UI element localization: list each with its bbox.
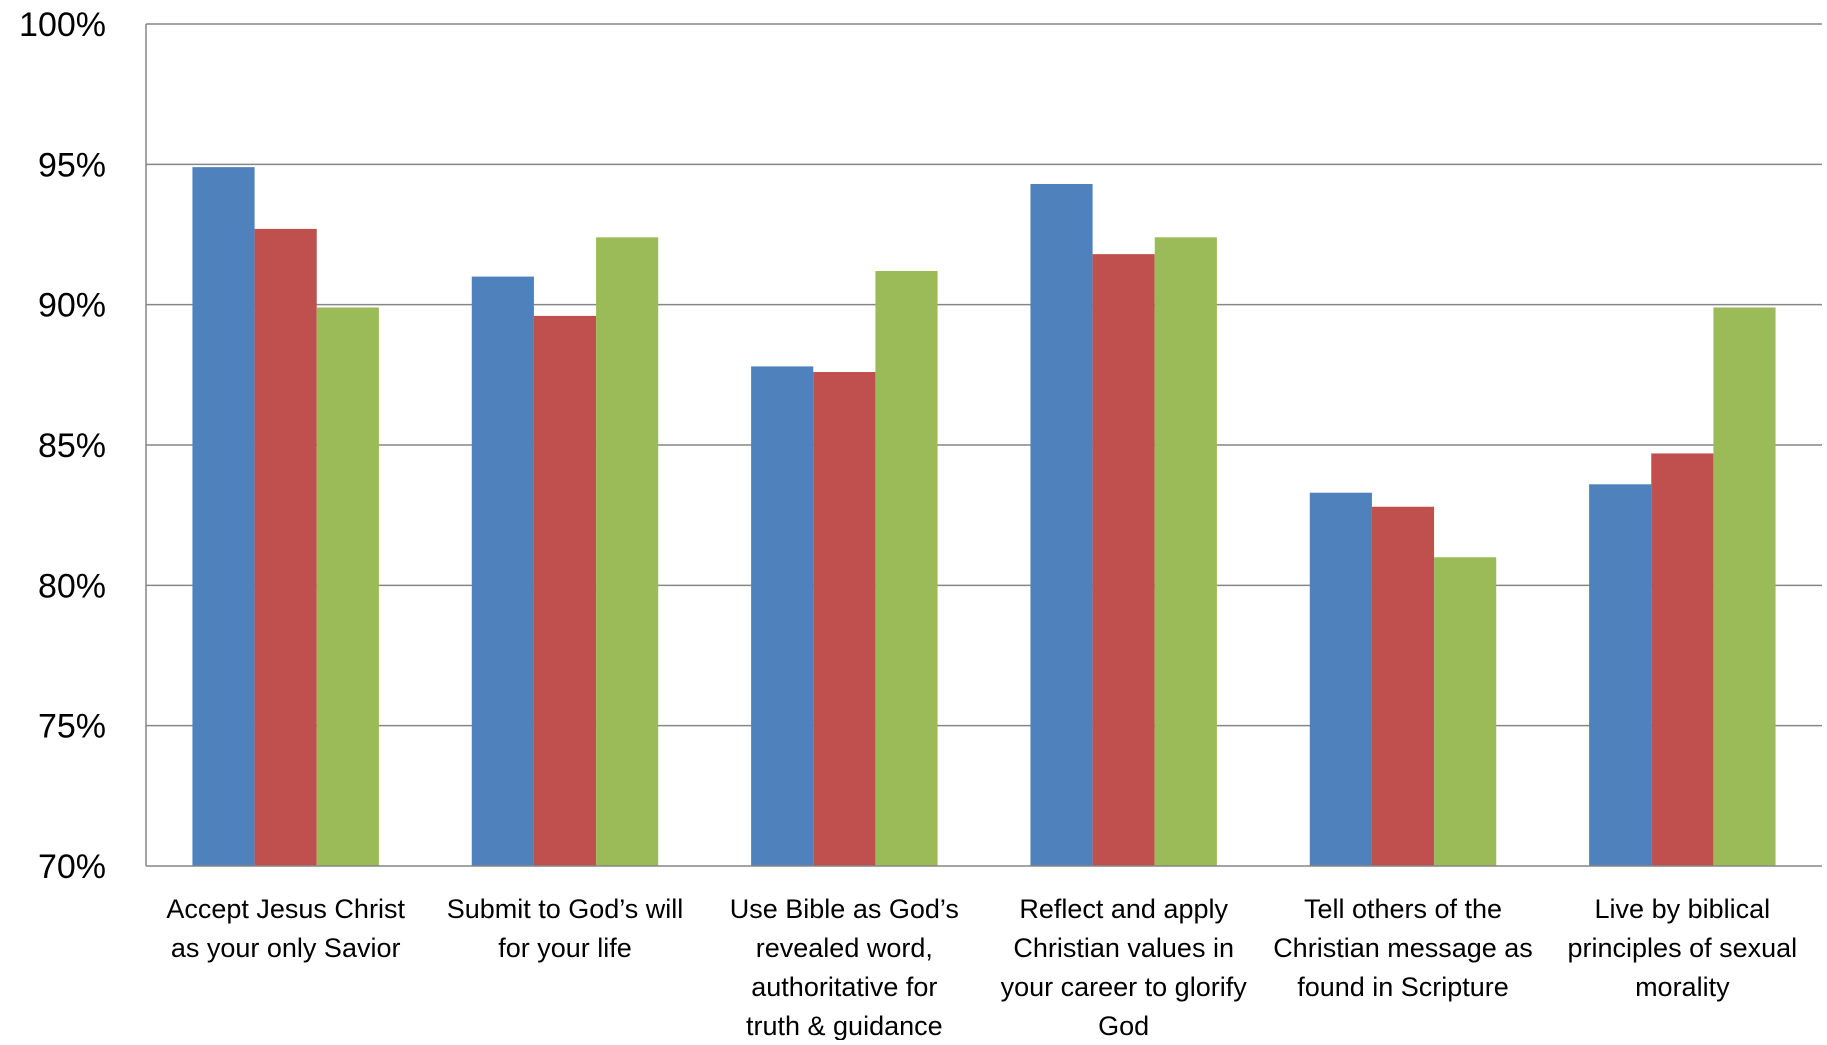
bar-series-1-category-2 — [471, 276, 534, 867]
x-category-label-line: found in Scripture — [1297, 972, 1509, 1002]
x-category-label: Reflect and apply Christian values in your… — [1001, 894, 1248, 1040]
bar-series-1-category-4 — [1030, 183, 1093, 867]
bar-series-2-category-4 — [1092, 254, 1155, 866]
x-category-label-line: Live by biblical — [1595, 894, 1771, 924]
x-category-label-line: Reflect and apply — [1019, 894, 1228, 924]
bar-series-3-category-3 — [875, 270, 938, 866]
bar-series-3-category-4 — [1154, 237, 1217, 867]
x-category-label: Accept Jesus Christ as your only Savior — [166, 894, 405, 963]
y-tick-label: 70% — [38, 848, 106, 886]
y-tick-label: 95% — [38, 146, 106, 184]
x-category-label-line: God — [1098, 1011, 1149, 1040]
x-category-label-line: morality — [1635, 972, 1730, 1002]
y-tick-label: 90% — [38, 287, 106, 325]
bar-series-2-category-5 — [1371, 506, 1435, 866]
x-category-label-line: as your only Savior — [171, 933, 401, 963]
gridlines — [146, 23, 1822, 727]
bar-series-2-category-1 — [254, 228, 317, 867]
x-category-label: Submit to God’s will for your life — [447, 894, 684, 963]
bar-series-1-category-6 — [1589, 484, 1652, 866]
y-tick-label: 85% — [38, 427, 106, 465]
x-category-label-line: Submit to God’s will — [447, 894, 684, 924]
bar-series-2-category-3 — [813, 372, 876, 866]
y-tick-label: 100% — [19, 6, 106, 44]
x-category-label-line: Christian values in — [1013, 933, 1234, 963]
y-tick-label: 80% — [38, 567, 106, 605]
bar-series-3-category-1 — [316, 307, 379, 866]
bars — [192, 167, 1776, 867]
x-category-label-line: Use Bible as God’s — [730, 894, 959, 924]
x-category-label-line: truth & guidance — [746, 1011, 943, 1040]
x-category-label-line: for your life — [498, 933, 632, 963]
x-category-label: Live by biblical principles of sexual mora… — [1568, 894, 1798, 1002]
y-tick-label: 75% — [38, 708, 106, 746]
bar-series-1-category-1 — [192, 167, 255, 866]
x-category-label: Tell others of the Christian message as fo… — [1273, 894, 1533, 1002]
bar-series-2-category-2 — [533, 315, 597, 867]
bar-series-3-category-6 — [1713, 307, 1776, 866]
bar-series-1-category-5 — [1309, 492, 1372, 866]
x-category-label-line: authoritative for — [751, 972, 937, 1002]
bar-series-2-category-6 — [1651, 453, 1714, 866]
y-axis-tick-labels: 70% 75% 80% 85% 90% 95% 100% — [19, 6, 106, 886]
axes — [145, 24, 1822, 867]
x-category-label-line: Tell others of the — [1304, 894, 1502, 924]
x-category-label-line: your career to glorify — [1001, 972, 1248, 1002]
bar-series-3-category-2 — [596, 237, 659, 867]
x-category-label: Use Bible as God’s revealed word, authorit… — [730, 894, 959, 1040]
x-axis-category-labels: Accept Jesus Christ as your only Savior Su… — [166, 894, 1798, 1041]
bar-series-3-category-5 — [1434, 557, 1497, 866]
x-category-label-line: revealed word, — [756, 933, 933, 963]
x-category-label-line: Christian message as — [1273, 933, 1533, 963]
bar-series-1-category-3 — [751, 366, 814, 866]
x-category-label-line: Accept Jesus Christ — [166, 894, 405, 924]
x-category-label-line: principles of sexual — [1568, 933, 1798, 963]
